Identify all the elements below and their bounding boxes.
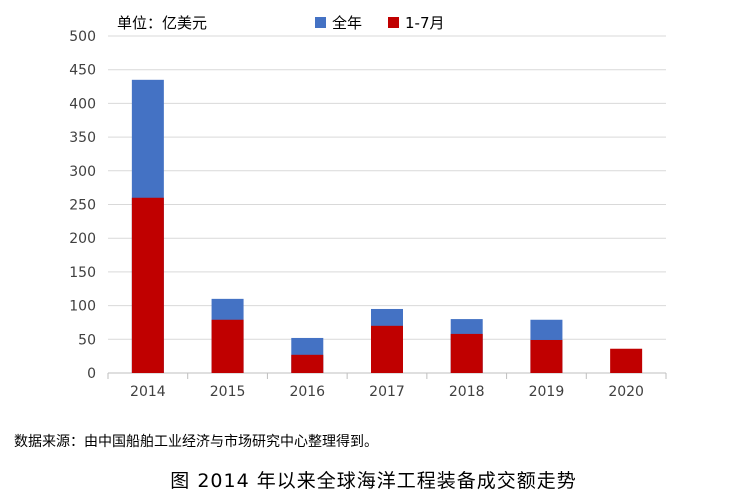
y-tick-label-200: 200 [69,231,96,247]
x-tick-label-2019: 2019 [529,384,565,400]
legend-swatch-full-year [315,17,326,28]
y-tick-label-50: 50 [78,332,96,348]
x-tick-label-2020: 2020 [608,384,644,400]
bar-jan-jul-2014 [131,197,164,373]
y-tick-label-150: 150 [69,265,96,281]
bar-jan-jul-2019 [530,339,563,373]
y-tick-label-250: 250 [69,198,96,214]
legend-label-full-year: 全年 [332,14,363,32]
bar-jan-jul-2015 [211,319,244,373]
x-tick-label-2015: 2015 [210,384,246,400]
y-tick-label-400: 400 [69,96,96,112]
x-tick-label-2014: 2014 [130,384,166,400]
legend-item-jan-jul: 1-7月 [388,12,445,33]
bar-jan-jul-2020 [610,348,643,373]
bar-jan-jul-2017 [371,325,403,373]
x-tick-label-2016: 2016 [289,384,325,400]
y-tick-label-500: 500 [69,29,96,45]
unit-label: 单位：亿美元 [117,14,208,32]
x-tick-label-2017: 2017 [369,384,405,400]
legend-swatch-jan-jul [388,17,399,28]
bar-jan-jul-2016 [291,354,324,373]
bar-jan-jul-2018 [450,333,483,373]
bar-chart: 0 50 100 150 200 250 300 350 400 450 500 2014 2015 20… [69,29,667,400]
y-tick-label-100: 100 [69,299,96,315]
y-tick-label-350: 350 [69,130,96,146]
legend-label-jan-jul: 1-7月 [405,14,445,32]
legend-item-full-year: 全年 [315,12,362,33]
y-tick-label-300: 300 [69,164,96,180]
source-note: 数据来源：由中国船舶工业经济与市场研究中心整理得到。 [14,434,378,450]
y-tick-label-450: 450 [69,63,96,79]
x-tick-label-2018: 2018 [449,384,485,400]
y-tick-label-0: 0 [87,366,96,382]
figure-caption: 图 2014 年以来全球海洋工程装备成交额走势 [170,470,577,492]
